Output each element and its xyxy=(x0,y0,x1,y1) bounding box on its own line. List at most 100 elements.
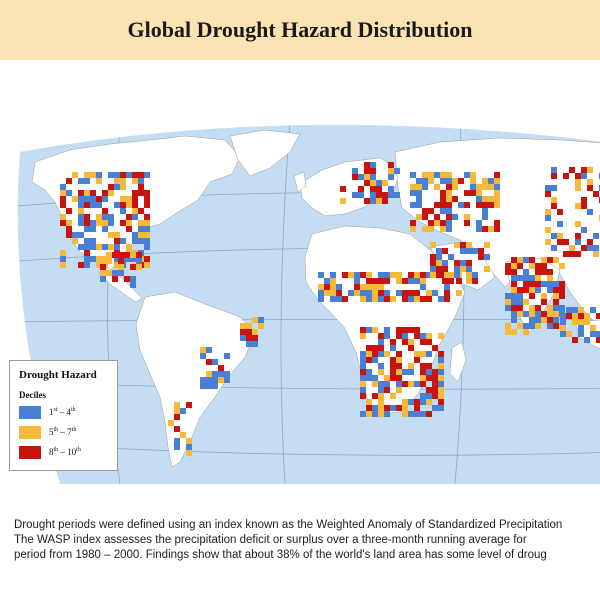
hazard-cell xyxy=(511,329,517,335)
legend-item: 8th – 10th xyxy=(19,444,109,460)
hazard-cell xyxy=(218,371,224,377)
hazard-cell xyxy=(240,335,246,341)
hazard-cell xyxy=(108,190,114,196)
hazard-cell xyxy=(90,238,96,244)
hazard-cell xyxy=(547,269,553,275)
hazard-cell xyxy=(130,252,136,258)
hazard-cell xyxy=(252,341,258,347)
hazard-cell xyxy=(434,172,440,178)
hazard-cell xyxy=(422,214,428,220)
legend-title: Drought Hazard xyxy=(19,369,97,381)
hazard-cell xyxy=(366,351,372,357)
hazard-cell xyxy=(358,192,364,198)
hazard-cell xyxy=(422,172,428,178)
hazard-cell xyxy=(354,290,360,296)
legend-dash: – xyxy=(58,447,68,457)
hazard-cell xyxy=(410,220,416,226)
hazard-cell xyxy=(569,251,575,257)
hazard-cell xyxy=(186,438,192,444)
hazard-cell xyxy=(414,351,420,357)
hazard-cell xyxy=(360,393,366,399)
hazard-cell xyxy=(388,174,394,180)
hazard-cell xyxy=(560,331,566,337)
hazard-cell xyxy=(436,254,442,260)
hazard-cell xyxy=(360,357,366,363)
hazard-cell xyxy=(494,226,500,232)
hazard-cell xyxy=(246,323,252,329)
hazard-cell xyxy=(408,363,414,369)
hazard-cell xyxy=(402,399,408,405)
hazard-cell xyxy=(438,399,444,405)
hazard-cell xyxy=(466,278,472,284)
hazard-cell xyxy=(535,317,541,323)
hazard-cell xyxy=(136,258,142,264)
hazard-cell xyxy=(390,405,396,411)
hazard-cell xyxy=(396,327,402,333)
hazard-cell xyxy=(428,208,434,214)
hazard-cell xyxy=(547,281,553,287)
hazard-cell xyxy=(330,296,336,302)
hazard-cell xyxy=(410,190,416,196)
hazard-cell xyxy=(72,172,78,178)
hazard-cell xyxy=(372,411,378,417)
hazard-cell xyxy=(430,242,436,248)
hazard-cell xyxy=(96,202,102,208)
hazard-cell xyxy=(430,266,436,272)
hazard-cell xyxy=(466,266,472,272)
hazard-cell xyxy=(529,263,535,269)
hazard-cell xyxy=(593,245,599,251)
hazard-cell xyxy=(212,377,218,383)
hazard-cell xyxy=(340,186,346,192)
hazard-cell xyxy=(529,323,535,329)
hazard-cell xyxy=(523,269,529,275)
hazard-cell xyxy=(118,258,124,264)
hazard-cell xyxy=(408,278,414,284)
hazard-cell xyxy=(432,381,438,387)
hazard-cell xyxy=(378,363,384,369)
hazard-cell xyxy=(578,313,584,319)
hazard-cell xyxy=(186,450,192,456)
hazard-cell xyxy=(378,345,384,351)
hazard-cell xyxy=(466,248,472,254)
hazard-cell xyxy=(72,232,78,238)
hazard-cell xyxy=(529,311,535,317)
hazard-cell xyxy=(456,278,462,284)
hazard-cell xyxy=(420,296,426,302)
hazard-cell xyxy=(390,393,396,399)
hazard-cell xyxy=(484,266,490,272)
hazard-cell xyxy=(434,202,440,208)
legend-to: 4 xyxy=(66,407,72,417)
hazard-cell xyxy=(440,220,446,226)
legend-swatch xyxy=(19,405,41,419)
hazard-cell xyxy=(541,263,547,269)
hazard-cell xyxy=(132,172,138,178)
legend-label: 5th – 7th xyxy=(49,427,76,437)
hazard-cell xyxy=(132,256,138,262)
hazard-cell xyxy=(388,162,394,168)
hazard-cell xyxy=(252,329,258,335)
hazard-cell xyxy=(436,260,442,266)
hazard-cell xyxy=(566,331,572,337)
hazard-cell xyxy=(420,339,426,345)
hazard-cell xyxy=(384,327,390,333)
hazard-cell xyxy=(529,275,535,281)
hazard-cell xyxy=(364,162,370,168)
hazard-cell xyxy=(378,411,384,417)
hazard-cell xyxy=(541,257,547,263)
hazard-cell xyxy=(370,180,376,186)
hazard-cell xyxy=(396,272,402,278)
hazard-cell xyxy=(372,345,378,351)
hazard-cell xyxy=(372,351,378,357)
hazard-cell xyxy=(96,196,102,202)
hazard-cell xyxy=(529,305,535,311)
hazard-cell xyxy=(523,257,529,263)
hazard-cell xyxy=(218,377,224,383)
hazard-cell xyxy=(360,375,366,381)
hazard-cell xyxy=(200,353,206,359)
hazard-cell xyxy=(366,284,372,290)
legend-item: 1st – 4th xyxy=(19,404,109,420)
hazard-cell xyxy=(464,214,470,220)
hazard-cell xyxy=(572,307,578,313)
hazard-cell xyxy=(590,325,596,331)
hazard-cell xyxy=(557,209,563,215)
